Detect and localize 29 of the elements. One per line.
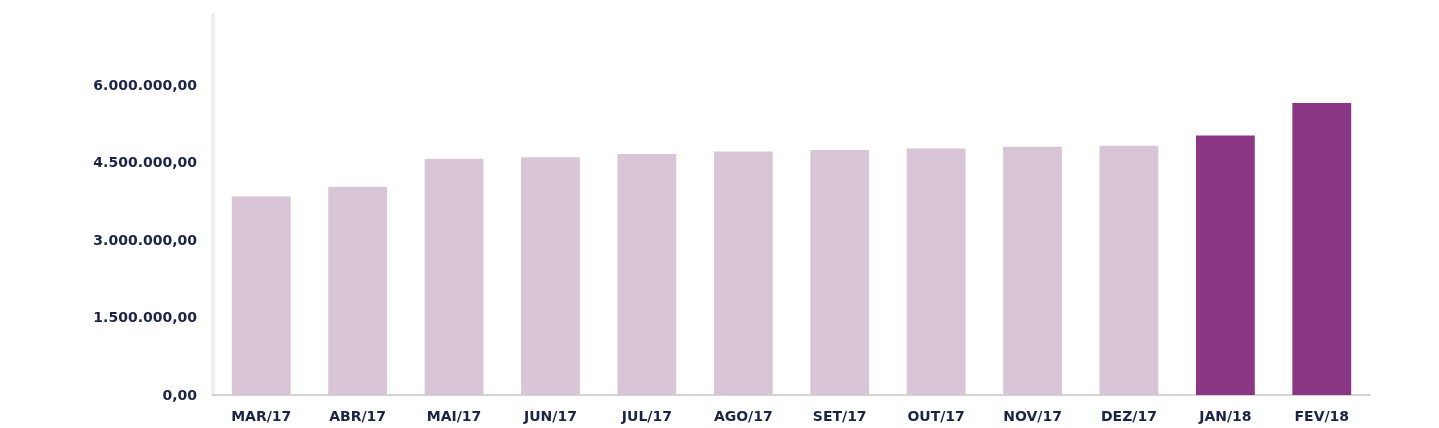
y-tick-label: 0,00	[162, 387, 198, 403]
x-tick-label: SET/17	[812, 408, 867, 424]
bar	[810, 149, 870, 395]
bar	[713, 151, 773, 395]
x-tick-label: JAN/18	[1198, 408, 1252, 424]
bar	[617, 154, 677, 395]
bar	[424, 158, 484, 395]
x-tick-label: NOV/17	[1003, 408, 1062, 424]
x-tick-label: ABR/17	[329, 408, 387, 424]
x-tick-label: OUT/17	[907, 408, 965, 424]
y-tick-label: 6.000.000,00	[93, 76, 198, 93]
bar	[906, 148, 966, 395]
y-tick-label: 4.500.000,00	[93, 154, 198, 171]
bar	[231, 196, 291, 395]
x-tick-label: FEV/18	[1294, 408, 1350, 424]
bar	[1195, 135, 1255, 395]
bar	[328, 186, 388, 395]
x-tick-label: MAI/17	[426, 408, 482, 424]
bar	[1099, 145, 1159, 395]
x-tick-label: MAR/17	[231, 408, 292, 424]
y-tick-label: 1.500.000,00	[93, 309, 198, 326]
bar	[1292, 102, 1352, 395]
x-tick-label: JUN/17	[523, 408, 577, 424]
x-tick-label: AGO/17	[713, 408, 773, 424]
x-tick-label: JUL/17	[620, 408, 672, 424]
bar	[521, 157, 580, 395]
y-tick-label: 3.000.000,00	[93, 231, 198, 248]
bar	[1003, 146, 1062, 395]
x-tick-label: DEZ/17	[1100, 408, 1157, 424]
